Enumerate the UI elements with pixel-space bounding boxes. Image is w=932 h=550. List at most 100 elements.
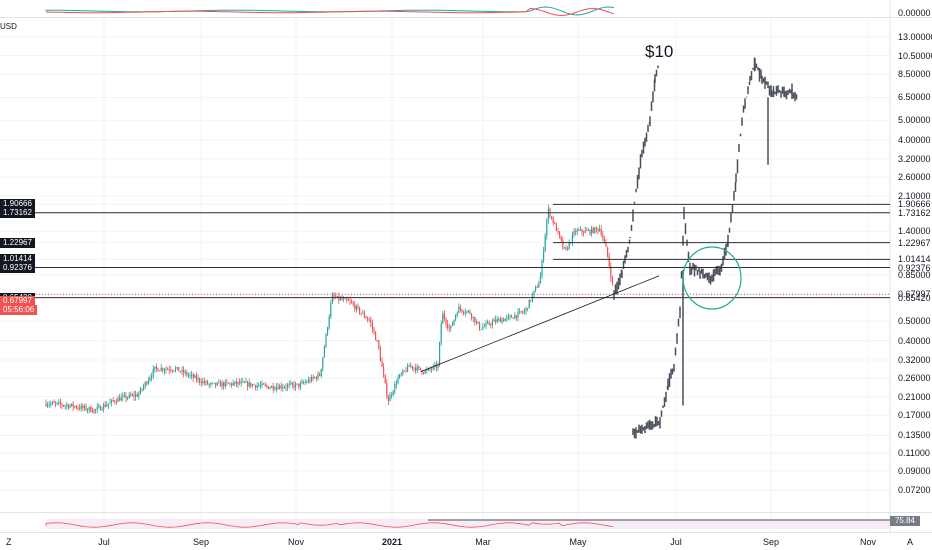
candle-body	[311, 376, 313, 382]
candle-body	[498, 318, 500, 320]
candle-body	[584, 230, 586, 233]
candle-body	[173, 370, 175, 372]
candle-body	[403, 370, 405, 372]
candle-body	[327, 327, 329, 335]
candle-body	[194, 375, 196, 378]
candle-body	[109, 402, 111, 404]
time-tick-label: 2021	[381, 537, 403, 547]
candle-body	[415, 367, 417, 371]
candle-body	[53, 402, 55, 404]
candle-body	[482, 326, 484, 330]
candle-body	[231, 383, 233, 386]
time-tick-label: Sep	[192, 537, 210, 547]
candle-body	[347, 300, 349, 301]
zoom-icon[interactable]: Z	[6, 537, 12, 547]
candle-body	[56, 402, 58, 404]
candle-body	[499, 318, 501, 323]
trend-line	[420, 275, 660, 373]
price-tick-label: 1.01414	[898, 254, 931, 265]
candle-body	[144, 382, 146, 387]
projected-path-series	[613, 57, 798, 439]
candle-body	[219, 382, 221, 387]
candle-body	[477, 321, 479, 323]
candle-body	[587, 230, 589, 231]
price-tick-label: 0.67997	[898, 289, 931, 300]
candle-body	[128, 394, 130, 398]
price-tick-label: 0.85000	[898, 269, 931, 280]
candle-body	[80, 405, 82, 409]
candle-body	[176, 367, 178, 369]
top-indicator-signal	[45, 7, 615, 17]
candle-body	[600, 228, 602, 235]
candle-body	[280, 385, 282, 389]
candle-body	[98, 406, 100, 408]
rsi-pane-divider[interactable]	[0, 512, 932, 513]
candle-body	[213, 382, 215, 384]
candle-body	[461, 309, 463, 312]
top-pane-divider[interactable]	[0, 17, 932, 18]
candle-body	[424, 370, 426, 374]
candle-body	[91, 411, 93, 413]
candle-body	[205, 381, 207, 383]
candle-body	[215, 382, 217, 386]
candle-body	[221, 382, 223, 387]
candle-body	[171, 370, 173, 372]
candle-body	[295, 383, 297, 388]
candle-body	[322, 357, 324, 369]
candle-body	[611, 277, 613, 284]
candle-body	[464, 312, 466, 314]
level-price-badge: 0.92376	[0, 262, 35, 273]
candle-body	[455, 315, 457, 320]
candle-body	[544, 235, 546, 251]
price-tick-label: 0.21000	[898, 391, 931, 402]
candle-body	[119, 397, 121, 401]
candle-body	[104, 404, 106, 407]
candle-body	[51, 402, 53, 404]
price-tick-label: 0.26000	[898, 373, 931, 384]
candle-body	[594, 227, 596, 233]
candle-body	[287, 384, 289, 388]
candle-body	[274, 389, 276, 390]
candle-body	[501, 319, 503, 323]
candle-body	[243, 381, 245, 383]
candle-body	[560, 236, 562, 241]
candle-body	[251, 384, 253, 387]
candle-body	[368, 319, 370, 321]
candle-body	[282, 387, 284, 389]
candle-body	[387, 396, 389, 402]
candle-body	[515, 315, 517, 318]
price-target-annotation: $10	[645, 42, 674, 61]
candle-body	[314, 377, 316, 378]
candle-body	[307, 379, 309, 383]
current-price-badge: 0.67997	[0, 296, 35, 306]
candle-body	[447, 324, 449, 328]
price-tick-label: 1.40000	[898, 226, 931, 237]
candle-body	[271, 386, 273, 388]
candle-body	[339, 298, 341, 300]
candle-body	[517, 311, 519, 318]
candle-body	[463, 311, 465, 313]
candle-body	[381, 360, 383, 367]
candle-body	[514, 315, 516, 319]
candle-body	[346, 298, 348, 301]
price-tick-label: 3.20000	[898, 154, 931, 165]
candle-body	[530, 300, 532, 301]
candle-body	[394, 384, 396, 392]
candle-body	[386, 383, 388, 397]
candle-body	[267, 386, 269, 389]
time-tick-label: Sep	[762, 537, 780, 547]
candle-body	[232, 383, 234, 386]
candle-body	[296, 383, 298, 385]
auto-scale-button[interactable]: A	[907, 537, 914, 547]
time-tick-label: Jul	[98, 537, 110, 547]
candle-body	[507, 316, 509, 318]
candle-body	[341, 298, 343, 300]
candle-body	[519, 311, 521, 313]
candle-body	[528, 300, 530, 309]
candle-body	[597, 228, 599, 231]
candle-body	[474, 316, 476, 323]
candle-body	[557, 231, 559, 232]
candle-body	[87, 409, 89, 411]
